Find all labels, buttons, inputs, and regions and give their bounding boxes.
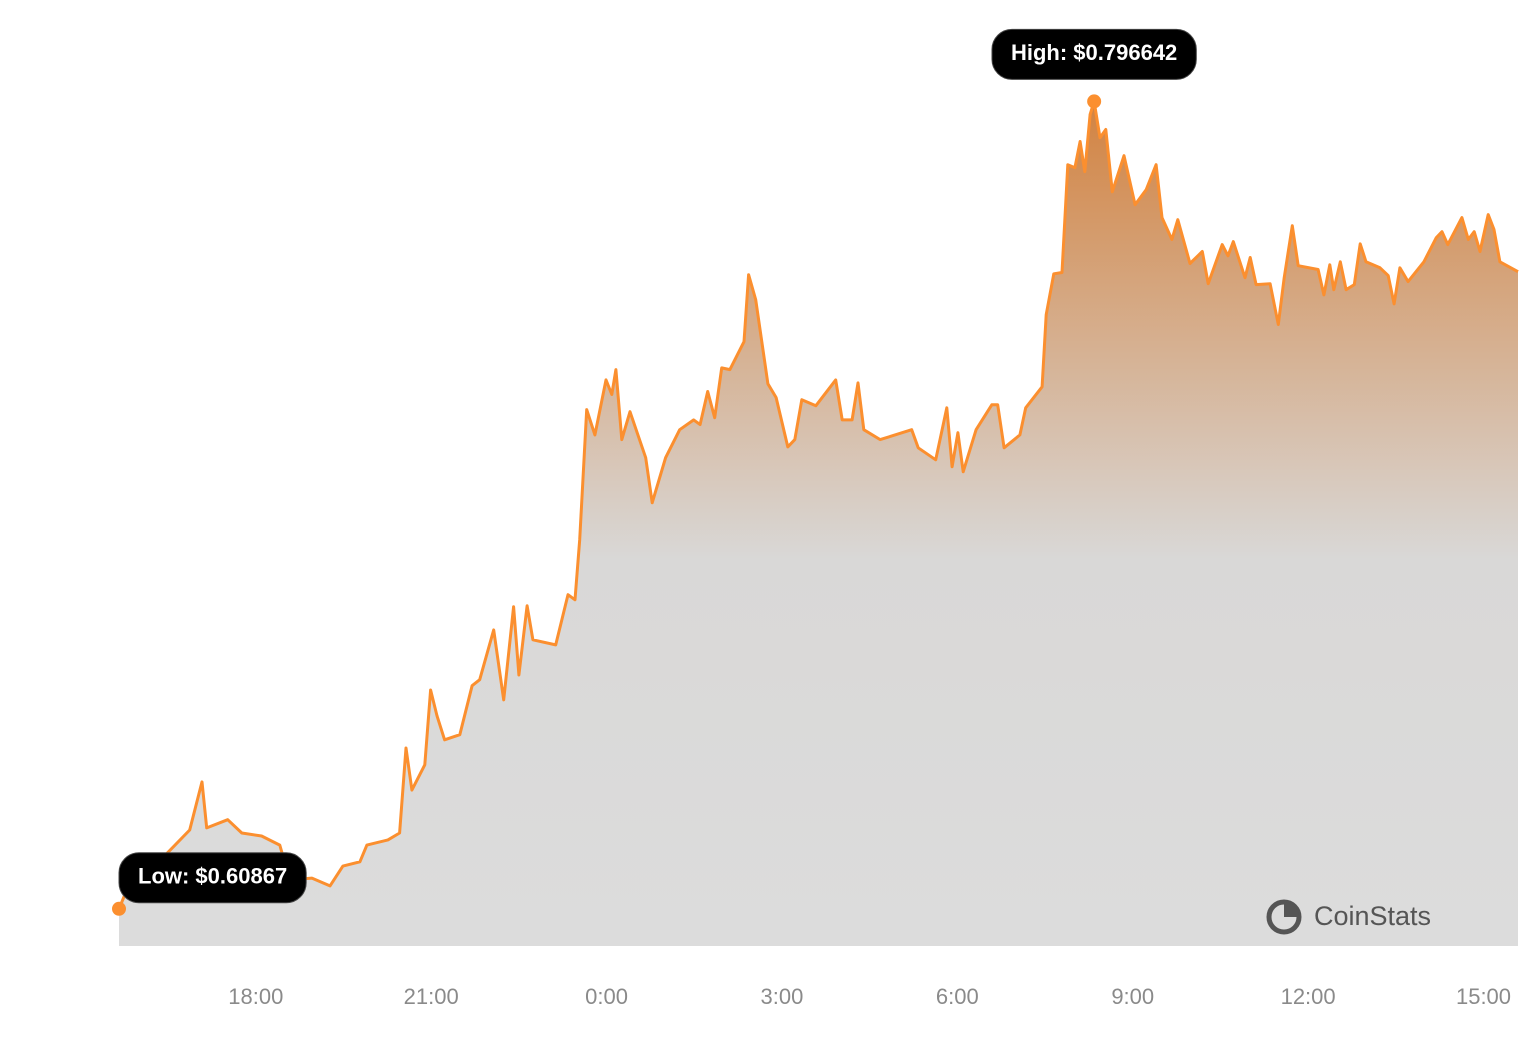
- high-label: High: $0.796642: [1011, 40, 1177, 65]
- price-line: [117, 99, 1519, 910]
- x-tick-label: 18:00: [228, 984, 283, 1009]
- low-label: Low: $0.60867: [138, 864, 287, 889]
- area-fill: [119, 101, 1518, 946]
- x-tick-label: 0:00: [585, 984, 628, 1009]
- low-callout: Low: $0.60867: [118, 852, 307, 904]
- x-tick-label: 12:00: [1281, 984, 1336, 1009]
- watermark-text: CoinStats: [1314, 901, 1431, 931]
- high-point: [1087, 94, 1102, 109]
- x-tick-label: 21:00: [404, 984, 459, 1009]
- watermark: CoinStats: [1266, 899, 1431, 935]
- low-pill: [118, 852, 307, 904]
- x-tick-label: 15:00: [1456, 984, 1511, 1009]
- high-pill: [991, 28, 1197, 80]
- low-point: [112, 901, 126, 916]
- high-callout: High: $0.796642: [991, 28, 1197, 80]
- x-tick-label: 6:00: [936, 984, 979, 1009]
- x-tick-label: 3:00: [761, 984, 804, 1009]
- x-tick-label: 9:00: [1111, 984, 1154, 1009]
